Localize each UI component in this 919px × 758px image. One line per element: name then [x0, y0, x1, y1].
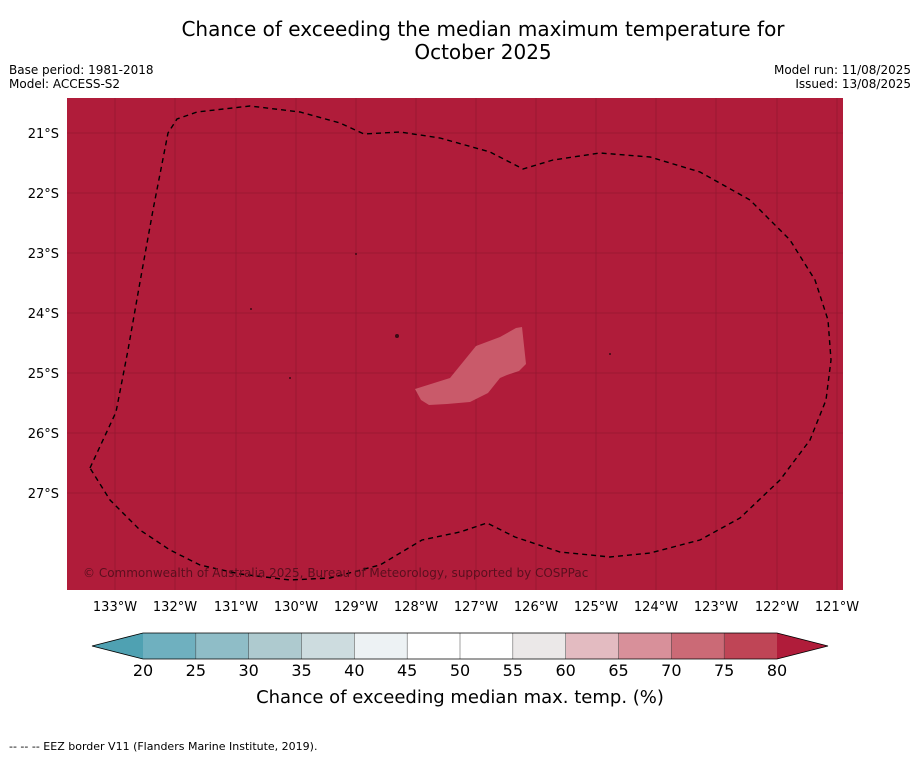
colorbar-tick-label: 45: [397, 661, 417, 680]
colorbar-outline: [91, 632, 829, 660]
lat-label: 21°S: [28, 127, 59, 142]
lon-label: 128°W: [394, 600, 438, 615]
colorbar-swatch: [301, 633, 355, 659]
lat-label: 23°S: [28, 247, 59, 262]
title-line-1: Chance of exceeding the median maximum t…: [181, 17, 785, 41]
copyright-text: © Commonwealth of Australia 2025, Bureau…: [83, 566, 588, 580]
colorbar-swatch: [671, 633, 725, 659]
map-title: Chance of exceeding the median maximum t…: [0, 18, 919, 64]
model-name: Model: ACCESS-S2: [9, 77, 121, 91]
lon-label: 121°W: [815, 600, 859, 615]
colorbar-swatch: [618, 633, 672, 659]
base-period: Base period: 1981-2018: [9, 63, 154, 77]
lon-label: 131°W: [214, 600, 258, 615]
eez-border: [89, 105, 832, 581]
probability-patch: [415, 327, 526, 405]
colorbar-swatch: [143, 633, 197, 659]
colorbar-swatch: [565, 633, 619, 659]
colorbar-tick-label: 50: [450, 661, 470, 680]
gridlines: [67, 98, 843, 590]
colorbar-tick-label: 70: [661, 661, 681, 680]
colorbar: 20 25 30 35 40 45 50 55 60 65 70 75 80 Chance of exc…: [91, 632, 829, 708]
lat-label: 27°S: [28, 487, 59, 502]
lat-label: 24°S: [28, 307, 59, 322]
lat-label: 25°S: [28, 367, 59, 382]
colorbar-swatch: [354, 633, 408, 659]
colorbar-tick-label: 40: [344, 661, 364, 680]
lon-label: 126°W: [514, 600, 558, 615]
model-run: Model run: 11/08/2025: [773, 63, 911, 77]
eez-footnote: -- -- -- EEZ border V11 (Flanders Marine…: [9, 740, 318, 753]
colorbar-tick-label: 65: [608, 661, 628, 680]
issued-date: Issued: 13/08/2025: [795, 77, 911, 91]
lon-label: 130°W: [274, 600, 318, 615]
colorbar-tick-label: 60: [555, 661, 575, 680]
island-marker: [609, 353, 611, 355]
lon-label: 129°W: [334, 600, 378, 615]
lon-label: 127°W: [454, 600, 498, 615]
colorbar-tick-label: 25: [186, 661, 206, 680]
colorbar-tick-label: 20: [133, 661, 153, 680]
colorbar-tick-label: 75: [714, 661, 734, 680]
colorbar-swatch: [248, 633, 302, 659]
lon-label: 132°W: [153, 600, 197, 615]
island-marker: [395, 334, 399, 338]
island-marker: [355, 253, 357, 255]
lon-label: 133°W: [93, 600, 137, 615]
island-marker: [289, 377, 291, 379]
colorbar-tick-label: 30: [238, 661, 258, 680]
lon-label: 125°W: [574, 600, 618, 615]
title-line-2: October 2025: [414, 40, 552, 64]
meta-right: Model run: 11/08/2025 Issued: 13/08/2025: [774, 63, 911, 91]
island-marker: [250, 308, 252, 310]
colorbar-swatch: [195, 633, 250, 659]
colorbar-swatch: [460, 633, 514, 659]
lat-label: 22°S: [28, 187, 59, 202]
colorbar-tick-label: 80: [767, 661, 787, 680]
lat-label: 26°S: [28, 427, 59, 442]
lon-label: 124°W: [634, 600, 678, 615]
colorbar-swatch: [512, 633, 567, 659]
colorbar-under-arrow: [92, 633, 143, 659]
colorbar-tick-label: 55: [503, 661, 523, 680]
colorbar-label: Chance of exceeding median max. temp. (%…: [256, 687, 664, 708]
lon-label: 123°W: [694, 600, 738, 615]
meta-left: Base period: 1981-2018 Model: ACCESS-S2: [9, 63, 154, 91]
colorbar-swatch: [407, 633, 461, 659]
map-panel: [67, 98, 843, 590]
island-markers: [250, 253, 611, 379]
colorbar-swatch: [724, 633, 778, 659]
colorbar-tick-label: 35: [291, 661, 311, 680]
lon-label: 122°W: [755, 600, 799, 615]
colorbar-over-arrow: [777, 633, 828, 659]
